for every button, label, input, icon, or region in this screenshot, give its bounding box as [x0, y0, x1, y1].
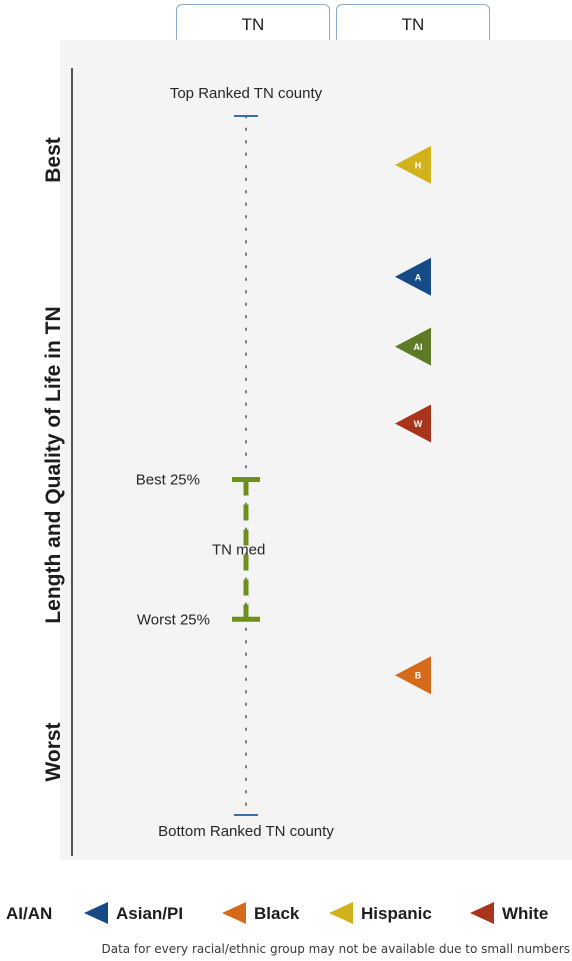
legend-hispanic-marker	[329, 902, 353, 924]
chart-panel	[60, 40, 572, 860]
legend-asian-pi-marker	[84, 902, 108, 924]
legend-white-label: White	[502, 904, 548, 923]
legend-black-marker	[222, 902, 246, 924]
white-marker	[395, 404, 431, 443]
bottom-ranked-label: Bottom Ranked TN county	[158, 823, 334, 840]
asian-pi-marker-letter: A	[415, 272, 422, 282]
hispanic-marker	[395, 145, 431, 184]
median-label: TN med	[212, 541, 265, 558]
legend-hispanic-label: Hispanic	[361, 904, 432, 923]
footnote: Data for every racial/ethnic group may n…	[101, 942, 570, 956]
black-marker-letter: B	[415, 671, 422, 681]
legend-white-marker	[470, 902, 494, 924]
top-ranked-label: Top Ranked TN county	[170, 85, 323, 102]
legend-black-label: Black	[254, 904, 300, 923]
legend-asian-pi-label: Asian/PI	[116, 904, 183, 923]
asian-pi-marker	[395, 257, 431, 296]
axis-side-rule	[71, 68, 73, 856]
tab-tn-2[interactable]: TN	[336, 4, 490, 40]
legend-ai-an-label: AI/AN	[6, 904, 52, 923]
ai-an-marker-letter: AI	[414, 342, 423, 352]
best-25-label: Best 25%	[136, 471, 200, 488]
tab-tn-1[interactable]: TN	[176, 4, 330, 40]
black-marker	[395, 656, 431, 695]
white-marker-letter: W	[414, 419, 423, 429]
hispanic-marker-letter: H	[415, 160, 422, 170]
ai-an-marker	[395, 327, 431, 366]
worst-25-label: Worst 25%	[137, 611, 210, 628]
